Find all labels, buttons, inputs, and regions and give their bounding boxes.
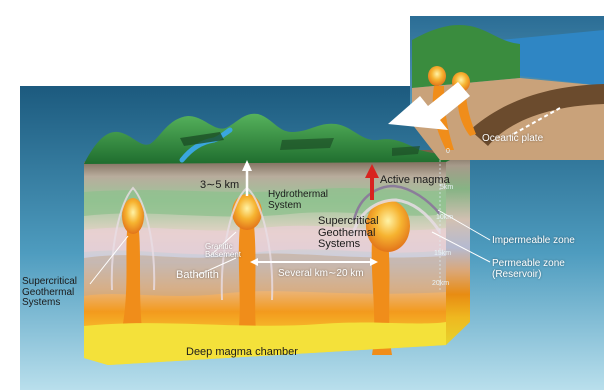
center-magma-pocket bbox=[232, 194, 262, 230]
block-right-face bbox=[446, 150, 470, 345]
oceanic-plate-arrow bbox=[509, 107, 561, 137]
left-magma-conduit bbox=[122, 222, 142, 330]
deep-magma-chamber-label: Deep magma chamber bbox=[186, 346, 298, 358]
mountain-range bbox=[84, 113, 470, 164]
depth-tick-5km: 5km bbox=[440, 184, 454, 191]
supercritical-right-label: Supercritical Geothermal Systems bbox=[318, 215, 379, 251]
granitic-leader bbox=[209, 231, 237, 257]
active-magma-label: Active magma bbox=[380, 174, 450, 186]
several-km-arrowhead-right bbox=[370, 258, 378, 266]
batholith-label: Batholith bbox=[176, 269, 219, 281]
forest-patch-1 bbox=[180, 132, 224, 146]
scale-3-5km-arrowhead bbox=[242, 160, 252, 171]
active-magma-arrowhead bbox=[365, 164, 379, 178]
several-km-arrowhead-left bbox=[250, 258, 258, 266]
batholith-leader bbox=[195, 257, 237, 277]
right-magma-pocket bbox=[366, 200, 410, 252]
surface-terrain bbox=[84, 113, 470, 164]
scale-3-5km-label: 3∼5 km bbox=[200, 179, 240, 191]
deep-magma-chamber bbox=[84, 322, 446, 365]
inset-ocean bbox=[500, 30, 604, 86]
oceanic-plate-label: Oceanic plate bbox=[482, 133, 544, 144]
granitic-layer bbox=[84, 225, 446, 255]
impermeable-leader bbox=[437, 209, 491, 241]
depth-tick-15km: 15km bbox=[434, 250, 452, 257]
forest-patch-2 bbox=[280, 138, 334, 150]
depth-tick-20km: 20km bbox=[432, 280, 450, 287]
hydrothermal-system-label: Hydrothermal System bbox=[268, 189, 329, 211]
forest-patch-3 bbox=[392, 146, 420, 156]
center-magma-conduit bbox=[236, 225, 258, 350]
inset-slab bbox=[470, 84, 604, 146]
hydro-green-layer bbox=[84, 188, 446, 217]
reservoir-zone bbox=[350, 198, 442, 237]
depth-tick-0: 0 bbox=[446, 148, 450, 155]
left-plume-outline bbox=[110, 186, 156, 291]
depth-tick-10km: 10km bbox=[436, 214, 454, 221]
impermeable-cap bbox=[352, 184, 441, 221]
inset-zoom-arrow bbox=[388, 82, 470, 130]
supercritical-left-leader bbox=[89, 235, 129, 285]
earth-block bbox=[84, 150, 470, 365]
permeable-leader bbox=[431, 231, 491, 263]
impermeable-zone-label: Impermeable zone bbox=[492, 235, 575, 246]
granitic-basement-label: Granitic Basement bbox=[205, 242, 242, 260]
batholith-band bbox=[84, 253, 446, 296]
supercritical-left-label: Supercritical Geothermal Systems bbox=[22, 276, 78, 308]
several-km-label: Several km∼20 km bbox=[278, 268, 364, 279]
permeable-zone-label: Permeable zone (Reservoir) bbox=[492, 258, 565, 280]
left-magma-pocket bbox=[122, 198, 144, 234]
inset-magma-1 bbox=[428, 66, 446, 86]
inset-subduction-diagram bbox=[388, 16, 604, 160]
